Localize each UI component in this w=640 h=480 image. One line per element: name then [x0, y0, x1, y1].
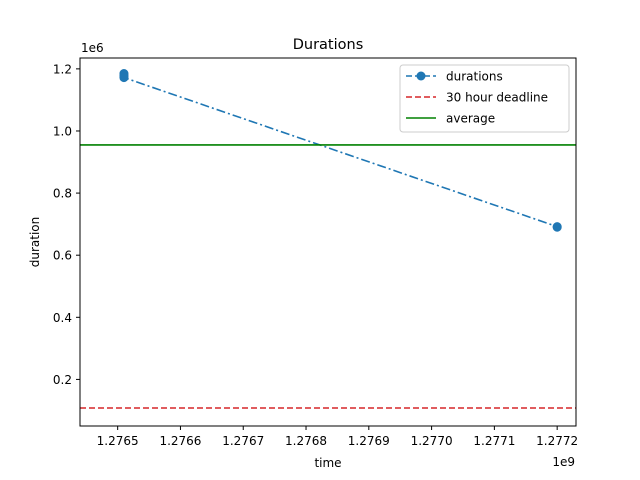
y-axis-label: duration: [28, 217, 42, 268]
x-axis-label: time: [314, 456, 341, 470]
x-tick-label: 1.2770: [411, 434, 453, 448]
y-tick-label: 1.0: [53, 124, 72, 138]
legend: durations 30 hour deadline average: [399, 64, 570, 133]
y-axis: 0.2 0.4 0.6 0.8 1.0 1.2: [53, 62, 80, 387]
series-layer: [80, 69, 576, 409]
legend-label: average: [446, 112, 495, 126]
y-tick-label: 0.8: [53, 187, 72, 201]
durations-point: [552, 222, 562, 232]
x-tick-label: 1.2769: [348, 434, 390, 448]
y-offset-label: 1e6: [81, 41, 104, 55]
durations-point: [119, 73, 129, 83]
x-offset-label: 1e9: [552, 455, 575, 469]
x-tick-label: 1.2767: [222, 434, 264, 448]
chart-title: Durations: [293, 37, 364, 53]
x-tick-label: 1.2765: [97, 434, 139, 448]
legend-box: [399, 64, 570, 133]
axes-frame: [79, 57, 577, 427]
legend-marker: [416, 71, 426, 81]
x-tick-label: 1.2766: [159, 434, 201, 448]
legend-label: 30 hour deadline: [446, 91, 548, 105]
legend-label: durations: [446, 70, 503, 84]
x-axis: 1.2765 1.2766 1.2767 1.2768 1.2769 1.2770 1.27…: [97, 426, 578, 448]
y-tick-label: 0.6: [53, 249, 72, 263]
x-tick-label: 1.2772: [536, 434, 578, 448]
x-tick-label: 1.2768: [285, 434, 327, 448]
y-tick-label: 0.4: [53, 311, 72, 325]
y-tick-label: 0.2: [53, 373, 72, 387]
x-tick-label: 1.2771: [473, 434, 515, 448]
y-tick-label: 1.2: [53, 62, 72, 76]
